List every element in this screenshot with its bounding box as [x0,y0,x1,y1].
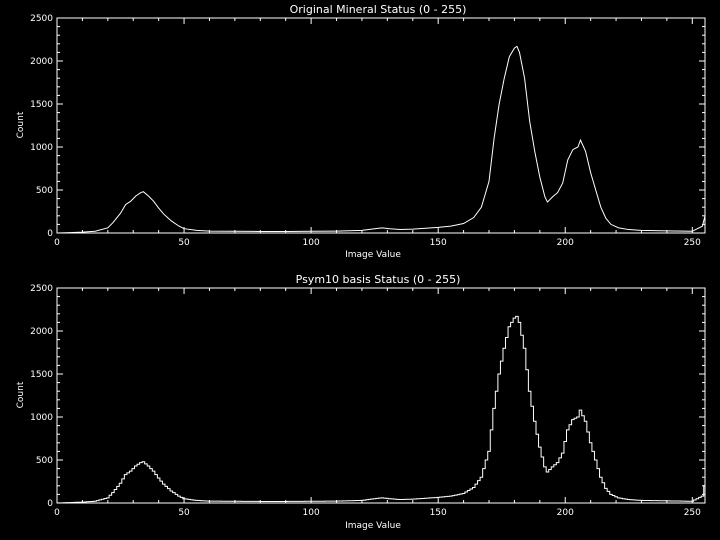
y-tick-label: 2500 [30,14,53,24]
x-tick-label: 150 [430,238,447,248]
y-tick-label: 2000 [30,57,53,67]
x-tick-label: 200 [557,508,574,518]
y-tick-label: 500 [36,456,53,466]
y-tick-label: 1000 [30,143,53,153]
y-tick-label: 500 [36,186,53,196]
x-tick-label: 50 [178,238,190,248]
x-tick-label: 200 [557,238,574,248]
x-tick-label: 50 [178,508,190,518]
chart-panel-original: Original Mineral Status (0 - 255) Image … [16,3,706,260]
series-line [57,315,705,504]
y-tick-label: 2000 [30,327,53,337]
x-tick-label: 250 [684,238,701,248]
y-tick-label: 1500 [30,370,53,380]
x-axis-label: Image Value [345,250,401,260]
x-tick-label: 250 [684,508,701,518]
x-tick-label: 0 [54,238,60,248]
y-tick-label: 1500 [30,100,53,110]
plot-frame [56,287,706,504]
x-tick-label: 100 [303,508,320,518]
y-tick-label: 0 [47,499,53,509]
chart-title: Psym10 basis Status (0 - 255) [296,273,461,286]
y-tick-label: 0 [47,229,53,239]
y-axis-label: Count [16,111,26,138]
y-tick-label: 1000 [30,413,53,423]
y-axis-label: Count [16,381,26,408]
chart-title: Original Mineral Status (0 - 255) [290,3,467,16]
x-tick-label: 100 [303,238,320,248]
plot-frame [56,17,706,234]
x-tick-label: 150 [430,508,447,518]
x-tick-label: 0 [54,508,60,518]
chart-panel-psym10: Psym10 basis Status (0 - 255) Image Valu… [16,273,706,531]
series-line [56,45,706,234]
y-tick-label: 2500 [30,284,53,294]
x-axis-label: Image Value [345,521,401,531]
